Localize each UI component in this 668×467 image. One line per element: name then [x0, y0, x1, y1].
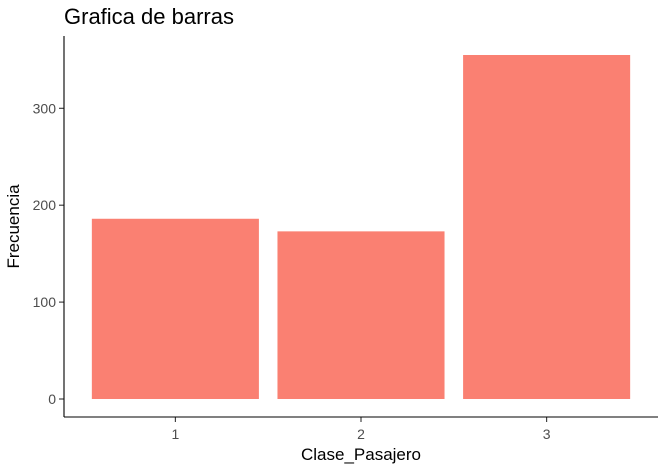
bars-group — [91, 55, 631, 399]
bar-2 — [277, 231, 445, 399]
bar-3 — [463, 55, 631, 399]
x-tick-label-1: 1 — [171, 426, 179, 442]
y-axis-ticks: 0 100 200 300 — [33, 100, 64, 407]
y-tick-label-200: 200 — [33, 197, 57, 213]
y-tick-label-100: 100 — [33, 294, 57, 310]
y-tick-label-300: 300 — [33, 100, 57, 116]
x-tick-label-2: 2 — [357, 426, 365, 442]
chart-title: Grafica de barras — [64, 4, 234, 29]
x-axis-title: Clase_Pasajero — [301, 445, 421, 464]
x-axis-ticks: 1 2 3 — [171, 417, 551, 442]
x-tick-label-3: 3 — [543, 426, 551, 442]
y-tick-label-0: 0 — [48, 391, 56, 407]
y-axis-title: Frecuencia — [4, 184, 23, 269]
bar-1 — [91, 218, 259, 399]
